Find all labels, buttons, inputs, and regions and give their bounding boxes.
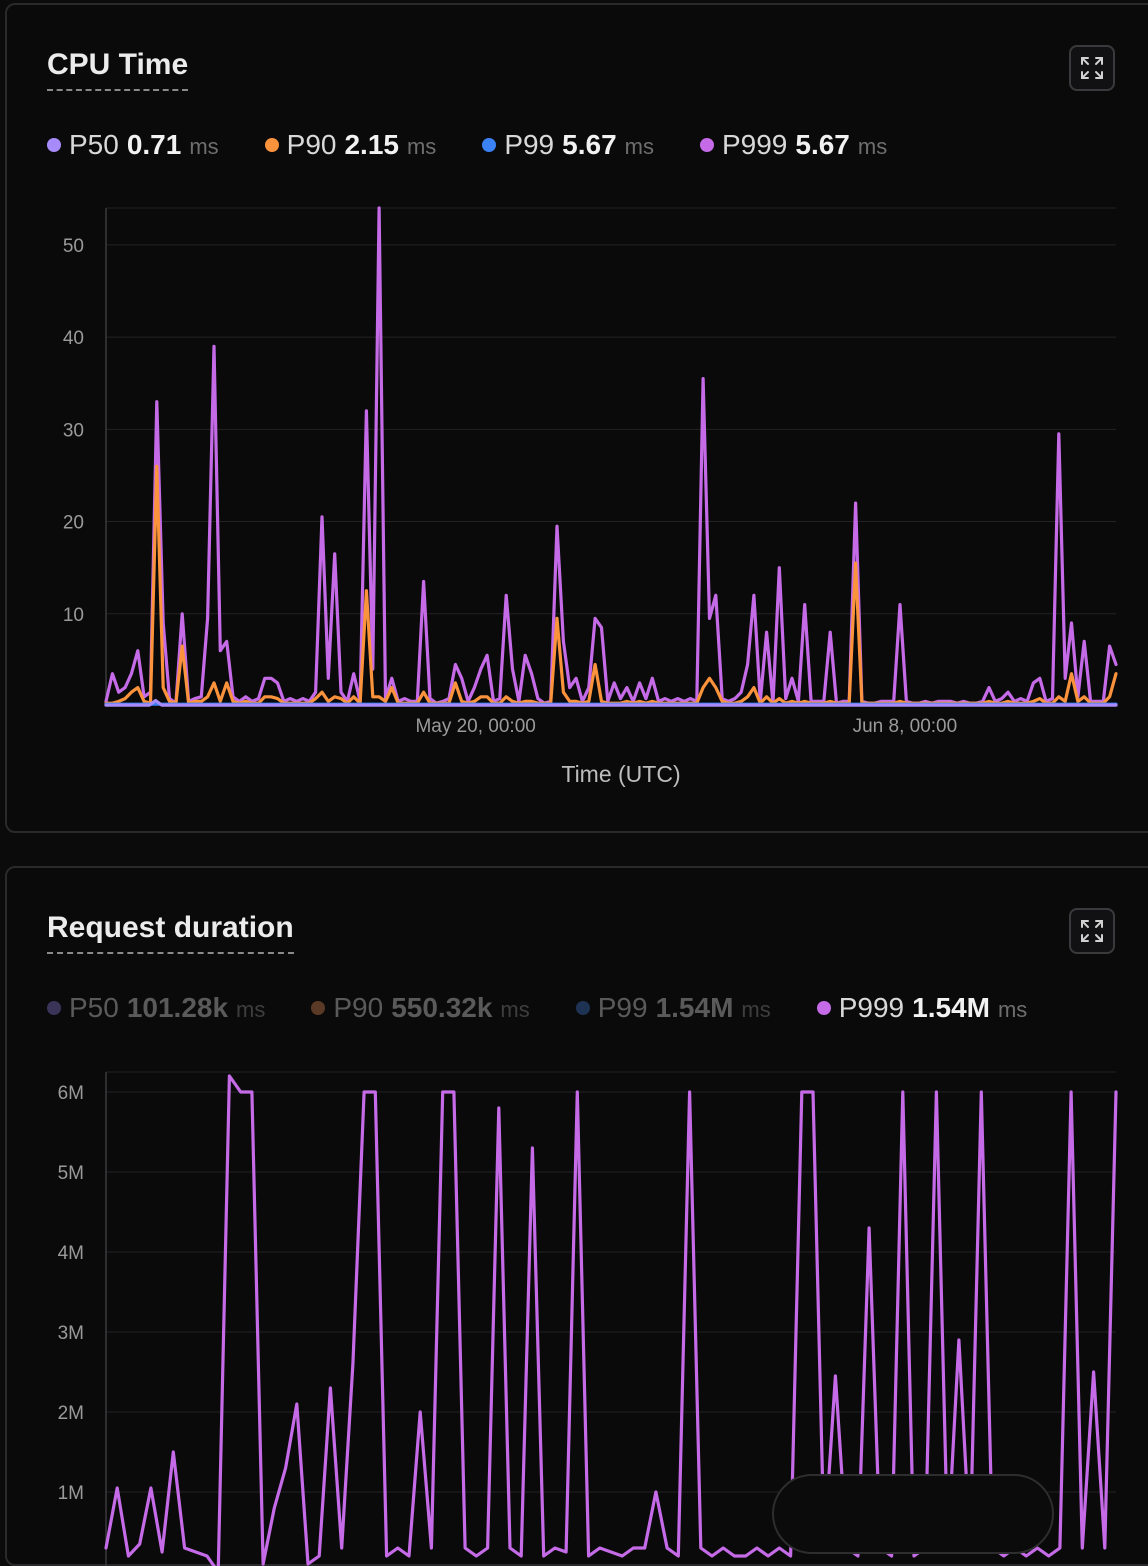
legend-value: 1.54M	[655, 992, 734, 1023]
legend-unit: ms	[406, 134, 437, 159]
cpu-time-panel: CPU Time P50 0.71 ms P90 2.15 ms P99 5.67 ms P999…	[5, 3, 1148, 833]
cpu-time-chart: 10 20 30 40 50 May 20, 00:00 Jun 8, 00:00 Time …	[63, 206, 1118, 787]
request-duration-title[interactable]: Request duration	[47, 910, 294, 954]
expand-icon	[1081, 920, 1103, 942]
y-tick-label: 10	[63, 605, 84, 626]
y-tick-label: 2M	[58, 1403, 84, 1424]
x-tick-label: Jun 8, 00:00	[853, 716, 958, 737]
cpu-time-legend: P50 0.71 ms P90 2.15 ms P99 5.67 ms P999 5.67 ms	[47, 129, 887, 161]
legend-value: 5.67	[562, 129, 617, 160]
series-line-p50	[104, 698, 1118, 707]
legend-unit: ms	[857, 134, 888, 159]
legend-name: P90	[286, 129, 337, 160]
legend-item-p50[interactable]: P50 0.71 ms	[47, 129, 219, 161]
legend-name: P50	[69, 992, 119, 1023]
floating-popup[interactable]	[772, 1474, 1054, 1554]
legend-value: 0.71	[126, 129, 182, 160]
legend-name: P999	[721, 129, 788, 160]
legend-unit: ms	[189, 134, 219, 159]
request-duration-panel: Request duration P50 101.28k ms P90 550.32k m…	[5, 866, 1148, 1566]
legend-unit: ms	[997, 997, 1028, 1022]
request-duration-chart: 1M 2M 3M 4M 5M 6M	[58, 1071, 1118, 1566]
legend-name: P99	[504, 129, 555, 160]
legend-unit: ms	[236, 997, 266, 1022]
y-tick-label: 50	[63, 236, 84, 257]
cpu-time-expand-button[interactable]	[1069, 45, 1115, 91]
y-tick-label: 20	[63, 513, 84, 534]
legend-dot	[47, 1001, 61, 1015]
legend-item-p50[interactable]: P50 101.28k ms	[47, 992, 265, 1024]
legend-dot	[575, 1001, 590, 1015]
x-tick-label: May 20, 00:00	[415, 716, 535, 737]
legend-dot	[699, 138, 714, 152]
legend-item-p90[interactable]: P90 550.32k ms	[311, 992, 530, 1024]
legend-name: P50	[69, 129, 119, 160]
y-tick-label: 30	[63, 420, 84, 441]
y-tick-label: 6M	[58, 1083, 84, 1104]
legend-value: 2.15	[344, 129, 399, 160]
legend-dot	[482, 138, 497, 152]
legend-value: 1.54M	[912, 992, 990, 1023]
legend-dot	[311, 1001, 326, 1015]
expand-icon	[1081, 57, 1103, 79]
y-tick-label: 4M	[58, 1243, 84, 1264]
legend-item-p999[interactable]: P999 1.54M ms	[816, 992, 1028, 1024]
legend-unit: ms	[624, 134, 654, 159]
legend-item-p999[interactable]: P999 5.67 ms	[699, 129, 888, 161]
request-duration-expand-button[interactable]	[1069, 908, 1115, 954]
legend-item-p99[interactable]: P99 5.67 ms	[482, 129, 654, 161]
legend-name: P999	[838, 992, 905, 1023]
legend-name: P90	[333, 992, 384, 1023]
legend-name: P99	[597, 992, 648, 1023]
legend-dot	[264, 138, 279, 152]
request-duration-legend: P50 101.28k ms P90 550.32k ms P99 1.54M ms P999 1.…	[47, 992, 1027, 1024]
legend-value: 550.32k	[391, 992, 493, 1023]
legend-value: 5.67	[795, 129, 850, 160]
legend-unit: ms	[741, 997, 771, 1022]
legend-unit: ms	[500, 997, 530, 1022]
y-tick-label: 40	[63, 328, 84, 349]
legend-dot	[47, 138, 61, 152]
y-tick-label: 1M	[58, 1483, 84, 1504]
y-tick-label: 3M	[58, 1323, 84, 1344]
legend-value: 101.28k	[126, 992, 229, 1023]
series-line-p999	[104, 206, 1118, 705]
legend-item-p99[interactable]: P99 1.54M ms	[575, 992, 771, 1024]
legend-dot	[816, 1001, 831, 1015]
x-axis-title: Time (UTC)	[561, 761, 680, 787]
y-tick-label: 5M	[58, 1163, 84, 1184]
legend-item-p90[interactable]: P90 2.15 ms	[264, 129, 437, 161]
cpu-time-title[interactable]: CPU Time	[47, 47, 189, 91]
